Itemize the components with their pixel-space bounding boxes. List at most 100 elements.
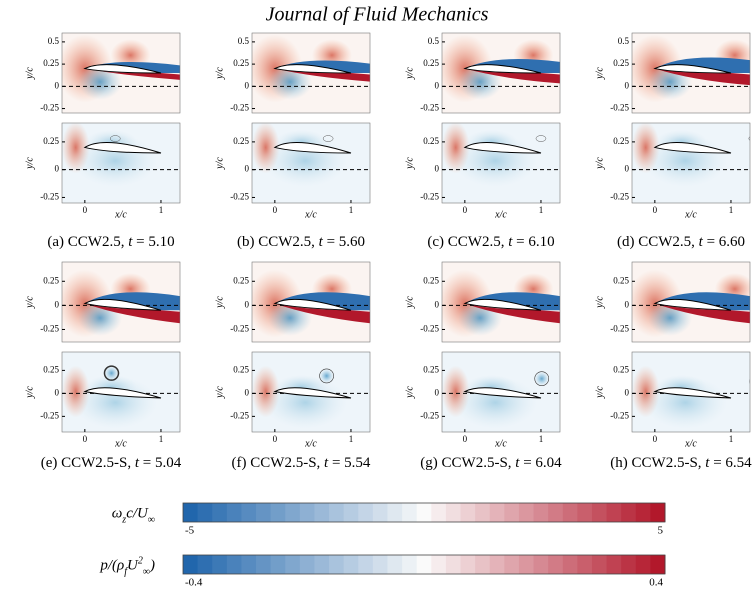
y-tick-label: 0.25 bbox=[233, 275, 249, 285]
colorbar-step bbox=[212, 503, 228, 522]
lower-shear bbox=[654, 68, 750, 86]
caption-part: t bbox=[515, 455, 520, 471]
x-axis-label: x/c bbox=[684, 438, 697, 449]
y-axis-label: y/c bbox=[594, 296, 605, 309]
colorbar-step bbox=[591, 503, 608, 522]
field bbox=[442, 352, 560, 432]
y-tick-label: 0 bbox=[625, 387, 630, 397]
colorbar-step bbox=[212, 555, 228, 574]
colorbar-step bbox=[299, 555, 315, 574]
frame bbox=[61, 122, 181, 204]
field bbox=[252, 123, 370, 203]
colorbar-step bbox=[562, 555, 578, 574]
y-tick-label: 0.25 bbox=[423, 275, 439, 285]
y-tick-label: 0.25 bbox=[613, 136, 629, 146]
panel: 0.5 0.25 0 -0.25 y/c bbox=[24, 32, 181, 114]
colorbar-step bbox=[416, 503, 432, 522]
x-tick-label: 0 bbox=[273, 434, 278, 444]
airfoil bbox=[463, 387, 542, 399]
vortex bbox=[103, 365, 120, 381]
y-tick-label: 0.25 bbox=[233, 58, 249, 68]
field bbox=[62, 262, 180, 342]
blue-zone bbox=[78, 63, 123, 100]
frame bbox=[61, 351, 181, 433]
y-tick-label: -0.25 bbox=[610, 324, 629, 334]
y-tick-label: -0.25 bbox=[230, 192, 249, 202]
y-tick-label: -0.25 bbox=[40, 324, 59, 334]
caption-part: (g) CCW2.5-S, bbox=[420, 455, 515, 471]
panel-caption: (f) CCW2.5-S, t = 5.54 bbox=[232, 455, 371, 471]
colorbar-step bbox=[299, 503, 315, 522]
colorbar-step bbox=[372, 555, 388, 574]
y-tick-label: 0.5 bbox=[618, 36, 630, 46]
y-tick-label: -0.25 bbox=[420, 324, 439, 334]
colorbar-frame bbox=[182, 554, 666, 575]
y-axis-label: y/c bbox=[594, 157, 605, 170]
colorbar-label: p/(ρfU2∞) bbox=[99, 555, 155, 577]
x-tick-label: 1 bbox=[539, 434, 544, 444]
colorbar-step bbox=[256, 503, 272, 522]
y-axis-label: y/c bbox=[24, 296, 35, 309]
y-tick-label: 0 bbox=[435, 387, 440, 397]
x-tick-label: 1 bbox=[349, 205, 354, 215]
y-tick-label: -0.25 bbox=[40, 192, 59, 202]
caption-part: = 6.10 bbox=[512, 234, 554, 250]
colorbar-step bbox=[402, 555, 418, 574]
colorbar-step bbox=[329, 503, 345, 522]
colorbar-step bbox=[226, 503, 242, 522]
colorbar-step bbox=[314, 503, 330, 522]
colorbar-step bbox=[621, 555, 637, 574]
y-tick-label: 0.25 bbox=[423, 136, 439, 146]
caption-part: (h) CCW2.5-S, bbox=[610, 455, 705, 471]
colorbar-step bbox=[577, 555, 593, 574]
y-tick-label: 0.25 bbox=[43, 136, 59, 146]
y-tick-label: -0.25 bbox=[610, 192, 629, 202]
label-part: ∞ bbox=[148, 514, 155, 525]
panel: 0.25 0 -0.25 y/c 0 1 x/c bbox=[214, 122, 371, 220]
colorbar-step bbox=[475, 555, 491, 574]
field bbox=[632, 33, 750, 113]
colorbar-step bbox=[475, 503, 491, 522]
caption-part: t bbox=[128, 234, 133, 250]
airfoil bbox=[273, 298, 352, 311]
caption-part: t bbox=[705, 455, 710, 471]
panel-caption: (h) CCW2.5-S, t = 6.54 bbox=[610, 455, 752, 471]
x-axis-label: x/c bbox=[494, 438, 507, 449]
colorbar-step bbox=[533, 503, 549, 522]
panel: 0.25 0 -0.25 y/c 0 1 x/c bbox=[594, 351, 751, 449]
y-tick-label: -0.25 bbox=[420, 410, 439, 420]
y-axis-label: y/c bbox=[404, 296, 415, 309]
field bbox=[632, 262, 750, 342]
colorbar-step bbox=[460, 555, 476, 574]
caption-part: (d) CCW2.5, bbox=[617, 234, 699, 250]
y-tick-label: -0.25 bbox=[420, 103, 439, 113]
panel: 0.25 0 -0.25 y/c 0 1 x/c bbox=[24, 351, 181, 449]
panel: 0.25 0 -0.25 y/c 0 1 x/c bbox=[404, 351, 561, 449]
colorbar-step bbox=[197, 503, 213, 522]
y-tick-label: -0.25 bbox=[610, 410, 629, 420]
vortex bbox=[319, 368, 334, 384]
label-part: ∞ bbox=[143, 566, 150, 577]
y-axis-label: y/c bbox=[594, 386, 605, 399]
frame bbox=[441, 351, 561, 433]
lower-shear bbox=[654, 303, 750, 324]
panel: 0.5 0.25 0 -0.25 y/c bbox=[594, 32, 751, 114]
y-tick-label: 0 bbox=[625, 299, 630, 309]
y-axis-label: y/c bbox=[24, 386, 35, 399]
x-axis-label: x/c bbox=[684, 209, 697, 220]
panel: 0.25 0 -0.25 y/c 0 1 x/c bbox=[594, 122, 751, 220]
x-tick-label: 1 bbox=[729, 434, 734, 444]
airfoil bbox=[653, 142, 732, 154]
y-axis-label: y/c bbox=[404, 67, 415, 80]
label-part: 2 bbox=[138, 555, 143, 566]
frame bbox=[631, 122, 751, 204]
panel: 0.25 0 -0.25 y/c bbox=[214, 261, 371, 343]
colorbar-step bbox=[606, 555, 622, 574]
airfoil bbox=[653, 298, 732, 311]
y-tick-label: 0 bbox=[55, 164, 60, 174]
y-axis-label: y/c bbox=[214, 386, 225, 399]
y-axis-label: y/c bbox=[594, 67, 605, 80]
colorbar-step bbox=[256, 555, 272, 574]
caption-part: t bbox=[135, 455, 140, 471]
